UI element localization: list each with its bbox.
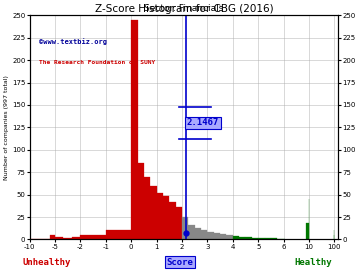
Bar <box>150 186 157 239</box>
Title: Z-Score Histogram for CBG (2016): Z-Score Histogram for CBG (2016) <box>95 5 273 15</box>
Text: Healthy: Healthy <box>294 258 332 266</box>
Bar <box>144 177 150 239</box>
Bar <box>163 196 169 239</box>
Bar <box>258 238 265 239</box>
Bar <box>169 202 176 239</box>
Bar <box>220 234 226 239</box>
Bar <box>138 163 144 239</box>
Bar <box>182 217 188 239</box>
Bar <box>265 238 271 239</box>
Bar <box>214 233 220 239</box>
Bar <box>72 237 80 239</box>
Bar <box>233 236 239 239</box>
Bar <box>131 20 138 239</box>
Bar <box>271 238 277 239</box>
Text: 2.1467: 2.1467 <box>187 118 219 127</box>
Bar <box>106 231 131 239</box>
Text: Unhealthy: Unhealthy <box>23 258 71 266</box>
Text: The Research Foundation of SUNY: The Research Foundation of SUNY <box>39 60 155 65</box>
Bar <box>226 235 233 239</box>
Bar <box>207 232 214 239</box>
Bar <box>306 223 309 239</box>
Bar <box>252 238 258 239</box>
Text: ©www.textbiz.org: ©www.textbiz.org <box>39 38 107 45</box>
Bar <box>157 193 163 239</box>
Bar <box>195 228 201 239</box>
Bar <box>63 238 72 239</box>
Text: Score: Score <box>167 258 193 266</box>
Bar <box>201 231 207 239</box>
Bar <box>239 237 246 239</box>
Bar <box>80 235 106 239</box>
Bar <box>176 207 182 239</box>
Bar <box>50 235 55 239</box>
Y-axis label: Number of companies (997 total): Number of companies (997 total) <box>4 75 9 180</box>
Bar <box>188 225 195 239</box>
Text: Sector: Financials: Sector: Financials <box>144 4 224 13</box>
Bar <box>246 237 252 239</box>
Bar <box>55 237 63 239</box>
